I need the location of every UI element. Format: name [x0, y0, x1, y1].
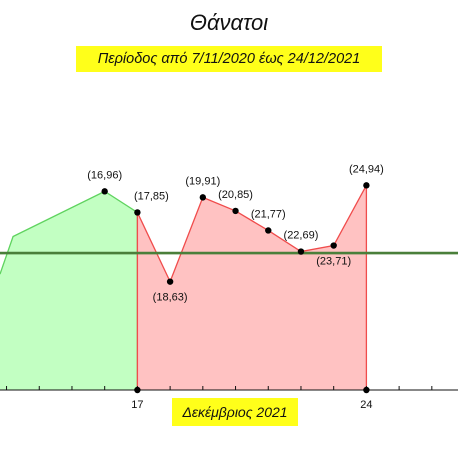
x-tick-label: 24: [360, 399, 372, 411]
data-point: [297, 248, 305, 255]
data-point: [101, 188, 108, 195]
data-point: [363, 182, 370, 189]
data-label: (24,94): [349, 163, 384, 175]
base-point: [134, 386, 141, 394]
x-tick-label: 17: [131, 399, 143, 411]
red-area-fill: [137, 185, 367, 390]
data-label: (22,69): [284, 230, 319, 242]
data-point: [330, 242, 337, 249]
data-label: (21,77): [251, 208, 286, 220]
red-area-line: [136, 185, 367, 284]
data-label: (17,85): [134, 190, 169, 202]
data-point: [199, 194, 207, 201]
data-label: (18,63): [153, 292, 188, 304]
x-axis-label: Δεκέμβριος 2021: [172, 398, 298, 426]
data-point: [265, 227, 272, 234]
data-label: (16,96): [87, 169, 122, 181]
green-area-fill: [0, 191, 138, 390]
data-label: (20,85): [218, 189, 253, 201]
chart-title: Θάνατοι: [189, 10, 269, 35]
base-point: [363, 386, 370, 394]
data-point: [166, 278, 174, 285]
data-label: (19,91): [185, 175, 220, 187]
data-point: [134, 209, 141, 216]
green-area-line: [0, 190, 138, 275]
data-label: (23,71): [316, 256, 351, 268]
chart-subtitle: Περίοδος από 7/11/2020 έως 24/12/2021: [76, 46, 382, 72]
data-point: [232, 207, 239, 215]
